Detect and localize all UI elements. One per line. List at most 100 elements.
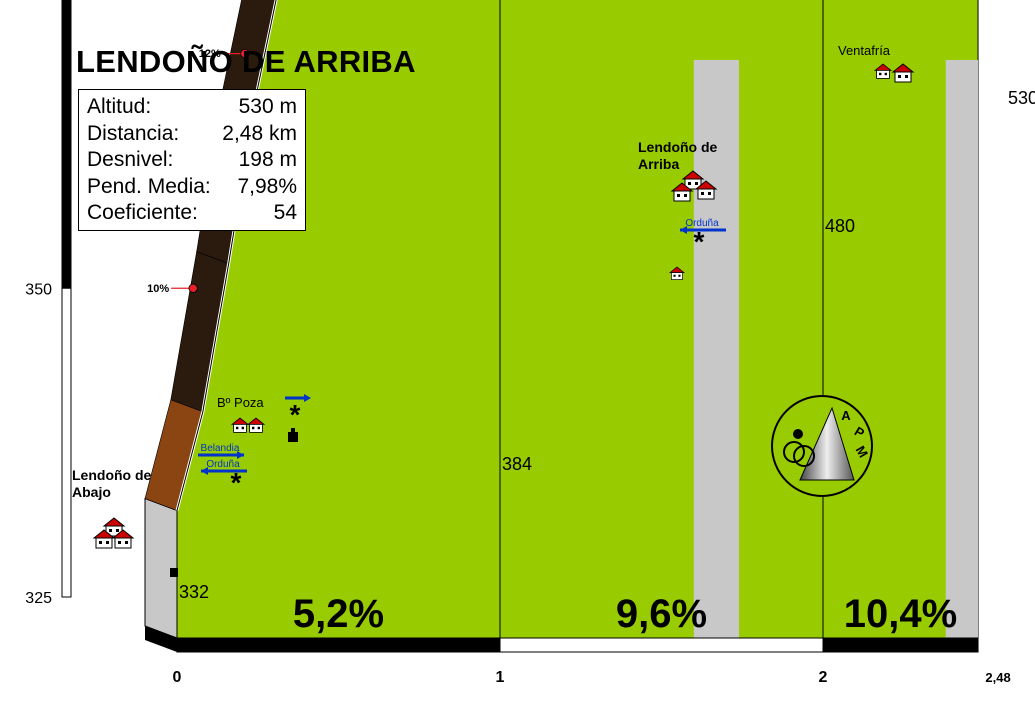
place-label: Lendoño de [72, 467, 152, 483]
house-icon [111, 529, 135, 549]
apm-logo: APM [771, 395, 873, 497]
asterisk-icon: * [694, 226, 705, 257]
start-marker [170, 568, 178, 577]
logo-rider [793, 429, 803, 439]
window-shape [106, 541, 109, 544]
base-bar-segment [176, 637, 501, 653]
wall-shape [876, 70, 890, 79]
window-shape [241, 426, 244, 430]
wall-shape [673, 190, 691, 202]
stat-label: Distancia: [87, 121, 180, 145]
window-shape [677, 194, 680, 197]
place-label: Arriba [638, 156, 679, 172]
window-shape [678, 274, 681, 277]
house-icon [681, 170, 705, 190]
window-shape [99, 541, 102, 544]
y-axis: 550525500475450425400375350325 [25, 0, 72, 607]
stat-value: 54 [273, 201, 297, 224]
stat-label: Desnivel: [87, 148, 174, 171]
direction-arrow-head [237, 451, 244, 459]
place-label: Abajo [72, 484, 111, 500]
segment-gradient-label: 10,4% [844, 592, 957, 636]
window-shape [118, 541, 121, 544]
window-shape [125, 541, 128, 544]
wall-shape [671, 272, 683, 280]
window-shape [257, 426, 260, 430]
stat-value: 198 m [238, 148, 297, 171]
logo-letter: A [841, 408, 851, 423]
map-icons: * * * Belandia Orduña Orduña APM [92, 63, 915, 577]
x-tick-label: 2,48 [985, 670, 1010, 685]
chapel-icon [288, 428, 298, 442]
spot-height-label: 332 [179, 582, 209, 602]
ramp-label: 10% [147, 283, 169, 295]
stat-pendiente: Pend. Media: 7,98% [87, 174, 297, 201]
stat-label: Pend. Media: [87, 174, 211, 198]
wall-shape [95, 537, 113, 549]
window-shape [252, 426, 255, 430]
stat-coeficiente: Coeficiente: 54 [87, 200, 297, 227]
x-tick-label: 1 [496, 669, 505, 686]
house-icon [92, 529, 116, 549]
stat-altitud: Altitud: 530 m [87, 94, 297, 121]
y-tick-label: 325 [25, 590, 52, 607]
window-shape [898, 75, 901, 78]
wall-shape [697, 188, 715, 200]
direction-arrow-head [201, 467, 208, 475]
logo-mountain [799, 406, 855, 481]
base-bar-side [145, 626, 177, 652]
grey-band [945, 60, 979, 638]
stat-label: Altitud: [87, 95, 152, 118]
house-icon [246, 417, 266, 433]
stat-label: Coeficiente: [87, 201, 198, 224]
window-shape [116, 529, 119, 532]
page-title: LENDOÑO DE ARRIBA [76, 44, 416, 79]
direction-arrow-head [304, 394, 311, 402]
profile-area [144, 0, 979, 639]
window-shape [673, 274, 676, 277]
logo-wheel [783, 441, 805, 463]
house-icon [694, 180, 718, 200]
window-shape [684, 194, 687, 197]
stat-value: 2,48 km [222, 121, 297, 145]
spot-height-label: 384 [502, 454, 532, 474]
spot-height-label: 530 [1008, 88, 1035, 108]
wall-shape [894, 71, 912, 83]
house-icon [670, 182, 694, 202]
window-shape [708, 192, 711, 195]
stat-distancia: Distancia: 2,48 km [87, 121, 297, 148]
window-shape [905, 75, 908, 78]
stat-desnivel: Desnivel: 198 m [87, 147, 297, 174]
window-shape [701, 192, 704, 195]
asterisk-icon: * [290, 399, 301, 430]
y-axis-segment [61, 0, 72, 289]
y-axis-segment [61, 287, 72, 598]
window-shape [109, 529, 112, 532]
road-edge-outline [176, 0, 277, 511]
segment-gradient-label: 9,6% [616, 592, 707, 636]
stat-value: 7,98% [237, 174, 297, 198]
wall-shape [233, 424, 247, 433]
window-shape [688, 182, 691, 185]
direction-sign-label: Orduña [206, 459, 240, 470]
window-shape [879, 72, 882, 76]
wall-shape [114, 537, 132, 549]
chapel-body [288, 432, 298, 442]
direction-sign-label: Belandia [201, 443, 240, 454]
x-tick-label: 0 [173, 669, 182, 686]
stats-box: Altitud: 530 m Distancia: 2,48 km Desniv… [78, 89, 306, 231]
wall-shape [684, 178, 702, 190]
direction-arrow-head [680, 226, 687, 234]
segment-gradient-label: 5,2% [293, 592, 384, 636]
x-tick-label: 2 [819, 669, 828, 686]
direction-sign-label: Orduña [685, 218, 719, 229]
base-bar-segment [499, 637, 824, 653]
y-tick-label: 350 [25, 281, 52, 298]
place-label: Bº Poza [217, 395, 264, 410]
house-icon [873, 63, 893, 79]
window-shape [695, 182, 698, 185]
asterisk-icon: * [231, 467, 242, 498]
house-icon [669, 266, 685, 280]
ramp-label: 12% [199, 48, 221, 60]
house-icon [891, 63, 915, 83]
